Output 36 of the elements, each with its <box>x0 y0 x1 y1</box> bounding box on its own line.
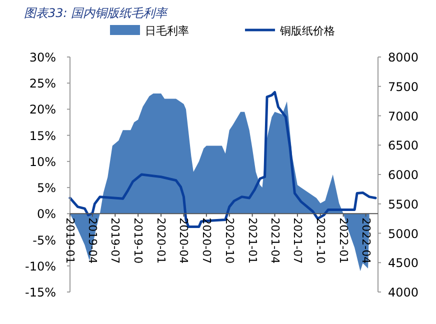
legend-label: 铜版纸价格 <box>279 24 335 38</box>
y2-tick-label: 5500 <box>388 197 419 212</box>
y2-tick-label: 6000 <box>388 168 419 182</box>
y-tick-label: 10% <box>29 154 56 169</box>
y-tick-label: -10% <box>24 259 56 274</box>
y-tick-label: 25% <box>29 76 56 91</box>
y-tick-label: 0% <box>36 207 56 222</box>
y-tick-label: 30% <box>29 50 56 64</box>
y2-tick-label: 7500 <box>388 80 419 94</box>
x-tick-label: 2020-01 <box>154 218 168 264</box>
y2-tick-label: 6500 <box>388 138 419 153</box>
x-tick-label: 2020-04 <box>177 218 190 264</box>
x-tick-label: 2021-10 <box>314 218 327 264</box>
y2-tick-label: 4000 <box>388 286 419 300</box>
x-tick-label: 2019-10 <box>132 218 145 264</box>
y-tick-label: 15% <box>29 128 56 143</box>
y-tick-label: 5% <box>36 181 56 196</box>
x-tick-label: 2021-04 <box>268 218 282 264</box>
y2-tick-label: 4500 <box>388 256 419 270</box>
x-tick-label: 2021-01 <box>246 218 259 264</box>
y2-tick-label: 5000 <box>388 226 419 241</box>
legend-label: 日毛利率 <box>145 24 189 38</box>
y2-tick-label: 8000 <box>388 50 419 64</box>
x-tick-label: 2022-04 <box>359 218 372 264</box>
y2-tick-label: 7000 <box>388 109 419 124</box>
x-tick-label: 2019-04 <box>86 218 99 264</box>
y-tick-label: 20% <box>29 102 56 117</box>
x-tick-label: 2022-01 <box>336 218 350 264</box>
chart-title: 图表33: 国内铜版纸毛利率 <box>24 6 170 20</box>
x-tick-label: 2019-01 <box>64 218 76 264</box>
y-tick-label: -5% <box>32 233 56 248</box>
x-tick-label: 2019-07 <box>108 218 122 264</box>
x-tick-label: 2021-07 <box>290 218 304 264</box>
y-tick-label: -15% <box>24 286 56 300</box>
x-tick-label: 2020-07 <box>200 218 213 264</box>
x-tick-label: 2020-10 <box>222 218 236 264</box>
